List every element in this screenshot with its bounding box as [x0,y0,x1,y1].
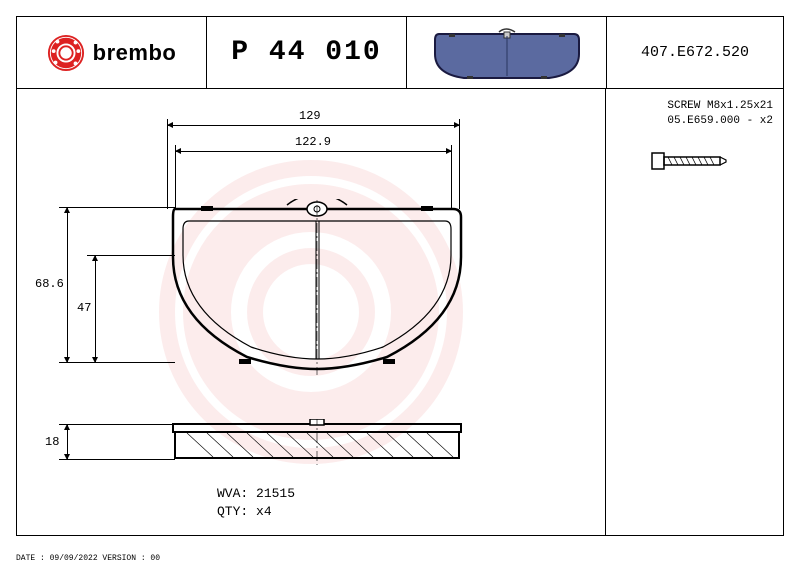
screw-spec-line2: 05.E659.000 - x2 [616,114,773,129]
dim-height-outer-label: 68.6 [35,277,64,291]
ext-line [459,119,460,209]
dim-height-inner [95,256,96,362]
drawing-frame: brembo P 44 010 407.E672.520 SCREW M8x1.… [16,16,784,536]
qty-label: QTY: [217,504,248,519]
screw-spec-line1: SCREW M8x1.25x21 [616,99,773,114]
main-drawing-area: 129 122.9 68.6 47 18 [17,89,605,535]
ext-line [167,119,168,209]
header-row: brembo P 44 010 407.E672.520 [17,17,783,89]
dim-thickness [67,425,68,459]
ext-line [59,207,175,208]
screw-spec: SCREW M8x1.25x21 05.E659.000 - x2 [616,99,773,130]
dim-width-outer [168,125,459,126]
reference-number-cell: 407.E672.520 [607,17,783,88]
brake-pad-side-view [167,419,467,474]
wva-label: WVA: [217,486,248,501]
dim-height-outer [67,208,68,362]
brand-name: brembo [93,40,177,66]
brake-pad-front-view [167,199,467,384]
meta-block: WVA: 21515 QTY: x4 [217,485,295,521]
pad-thumbnail-cell [407,17,607,88]
logo-cell: brembo [17,17,207,88]
dim-width-outer-label: 129 [299,109,321,123]
ext-line [59,362,175,363]
brembo-logo-icon [47,34,85,72]
ext-line [59,459,175,460]
brake-pad-thumbnail [429,24,584,82]
wva-value: 21515 [256,486,295,501]
ext-line [87,255,175,256]
dim-width-inner [176,151,451,152]
reference-number: 407.E672.520 [641,44,749,61]
ext-line [59,424,175,425]
dim-thickness-label: 18 [45,435,59,449]
part-number: P 44 010 [231,37,381,68]
part-number-cell: P 44 010 [207,17,407,88]
screw-drawing [616,146,773,176]
accessory-sidebar: SCREW M8x1.25x21 05.E659.000 - x2 [605,89,783,535]
qty-value: x4 [256,504,272,519]
footer-date-version: DATE : 09/09/2022 VERSION : 00 [16,554,160,563]
dim-width-inner-label: 122.9 [295,135,331,149]
dim-height-inner-label: 47 [77,301,91,315]
